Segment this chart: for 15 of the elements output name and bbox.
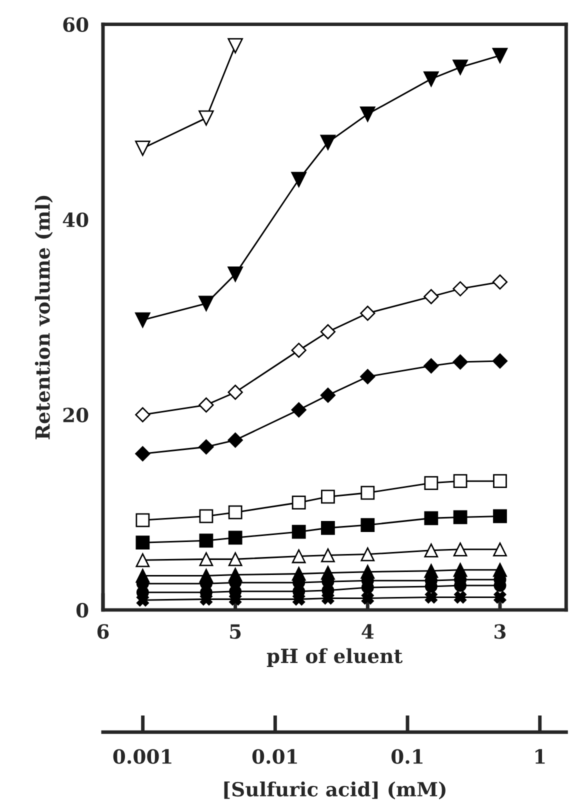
x-tick-label: 3 [494, 624, 506, 639]
x2-axis-title: [Sulfuric acid] (mM) [224, 782, 446, 800]
y-tick-label: 20 [63, 408, 88, 422]
x-tick-label: 5 [230, 624, 241, 639]
x-tick-label: 4 [362, 624, 374, 639]
x2-tick-label: 0.1 [392, 749, 422, 764]
x2-tick-label: 1 [535, 749, 545, 764]
x2-tick-label: 0.001 [113, 749, 172, 764]
y-axis-title: Retention volume (ml) [34, 196, 53, 440]
y-tick-label: 0 [76, 602, 88, 618]
y-tick-label: 40 [62, 212, 88, 228]
y-tick-label: 60 [63, 17, 88, 32]
x2-tick-label: 0.01 [252, 749, 297, 764]
x-axis-title: pH of eluent [266, 648, 403, 668]
x-tick-label: 6 [97, 624, 109, 639]
